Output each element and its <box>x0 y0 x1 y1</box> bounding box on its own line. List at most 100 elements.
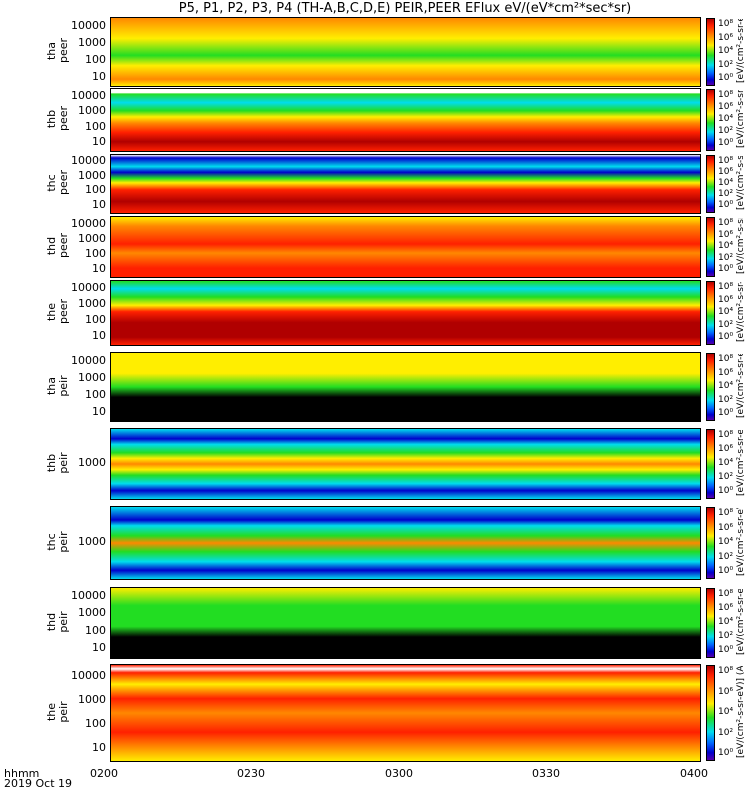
y-tick-label: 10 <box>92 197 106 211</box>
colorbar-tick-label: 10⁶ <box>718 229 734 240</box>
colorbar-tick-label: 10² <box>718 126 734 136</box>
colorbar-tick-label: 10⁰ <box>718 486 734 496</box>
spectrogram-panel <box>110 280 701 346</box>
y-tick-label: 10 <box>92 135 106 149</box>
colorbar-tick-label: 10⁶ <box>718 102 734 112</box>
y-tick-label: 1000 <box>78 535 106 548</box>
colorbar-tick-label: 10⁶ <box>718 686 734 697</box>
y-tick-label: 1000 <box>78 370 106 384</box>
y-tick-label: 1000 <box>78 104 106 118</box>
y-tick-label: 1000 <box>78 606 106 620</box>
colorbar-tick-label: 10² <box>718 727 734 738</box>
colorbar-tick-label: 10⁶ <box>718 294 734 305</box>
colorbar-tick-label: 10² <box>718 394 734 405</box>
spectrogram-panel <box>110 506 701 580</box>
colorbar-tick-label: 10⁶ <box>718 444 734 454</box>
y-tick-label: 100 <box>85 52 106 66</box>
colorbar-tick-label: 10⁶ <box>718 522 734 533</box>
colorbar-tick-label: 10⁰ <box>718 332 734 342</box>
y-tick-label: 10000 <box>71 88 106 102</box>
colorbar-tick-label: 10⁴ <box>718 707 734 717</box>
y-tick-label: 100 <box>85 717 106 730</box>
colorbar-tick-label: 10⁸ <box>718 282 734 292</box>
colorbar-tick-label: 10⁶ <box>718 32 734 43</box>
colorbar-tick-label: 10⁰ <box>718 566 734 576</box>
colorbar-unit-label: [eV/(cm²-s-sr-eV)] (A) <box>736 282 746 342</box>
colorbar-tick-label: 10⁴ <box>718 46 734 56</box>
y-tick-label: 1000 <box>78 231 106 245</box>
spectrogram-panel <box>110 664 701 762</box>
y-tick-label: 10000 <box>71 281 106 294</box>
y-tick-label: 1000 <box>78 693 106 706</box>
colorbar-unit-label: [eV/(cm²-s-sr-eV)] (A) <box>736 666 746 758</box>
colorbar-unit-label: [eV/(cm²-s-sr-eV)] (A) <box>736 90 746 148</box>
colorbar <box>706 507 715 579</box>
colorbar-unit-label: [eV/(cm²-s-sr-eV)] (A) <box>736 508 746 576</box>
y-tick-label: 1000 <box>78 456 106 469</box>
y-tick-label: 10 <box>92 261 106 275</box>
y-tick-label: 1000 <box>78 168 106 182</box>
colorbar-tick-label: 10⁰ <box>718 73 734 83</box>
spectrogram-panel <box>110 428 701 500</box>
colorbar-tick-label: 10⁰ <box>718 748 734 758</box>
y-tick-label: 1000 <box>78 35 106 49</box>
colorbar-unit-label: [eV/(cm²-s-sr-eV)] (A) <box>736 589 746 655</box>
colorbar-tick-label: 10⁴ <box>718 178 734 188</box>
colorbar-tick-label: 10⁴ <box>718 381 734 391</box>
colorbar-tick-label: 10² <box>718 319 734 330</box>
y-tick-label: 10000 <box>71 154 106 168</box>
x-tick-0200: 0200 <box>90 767 118 780</box>
colorbar-tick-label: 10² <box>718 551 734 562</box>
page-title: P5, P1, P2, P3, P4 (TH-A,B,C,D,E) PEIR,P… <box>178 1 632 16</box>
y-tick-label: 10 <box>92 69 106 83</box>
colorbar <box>706 429 715 499</box>
colorbar-tick-label: 10² <box>718 631 734 641</box>
colorbar-tick-label: 10⁰ <box>718 264 734 274</box>
colorbar-tick-label: 10⁸ <box>718 19 734 29</box>
spectrogram-panel <box>110 154 701 214</box>
colorbar-tick-label: 10⁸ <box>718 666 734 676</box>
colorbar <box>706 18 715 86</box>
y-tick-label: 10 <box>92 641 106 655</box>
colorbar-tick-label: 10⁴ <box>718 307 734 317</box>
spectrogram-panel <box>110 216 701 278</box>
y-tick-label: 100 <box>85 623 106 637</box>
colorbar-tick-label: 10⁸ <box>718 589 734 599</box>
x-axis-label-hhmm: hhmm <box>4 767 40 780</box>
colorbar-tick-label: 10² <box>718 189 734 199</box>
y-tick-label: 100 <box>85 387 106 401</box>
y-tick-label: 100 <box>85 313 106 326</box>
colorbar-tick-label: 10⁸ <box>718 218 734 228</box>
colorbar-tick-label: 10⁰ <box>718 408 734 418</box>
spectrogram-panel <box>110 352 701 422</box>
x-tick-0400: 0400 <box>680 767 708 780</box>
colorbar-tick-label: 10² <box>718 252 734 263</box>
x-tick-0230: 0230 <box>237 767 265 780</box>
x-axis-label-date: 2019 Oct 19 <box>4 777 73 790</box>
y-tick-label: 10000 <box>71 18 106 32</box>
y-tick-label: 10 <box>92 329 106 342</box>
colorbar <box>706 281 715 345</box>
spectrogram-panel <box>110 88 701 152</box>
colorbar <box>706 588 715 658</box>
y-tick-label: 10000 <box>71 216 106 230</box>
y-tick-label: 10 <box>92 404 106 418</box>
spectrogram-panel <box>110 17 701 87</box>
colorbar-tick-label: 10⁶ <box>718 367 734 378</box>
colorbar-tick-label: 10⁰ <box>718 200 734 210</box>
colorbar-tick-label: 10⁴ <box>718 617 734 627</box>
colorbar-unit-label: [eV/(cm²-s-sr-eV)] (A) <box>736 156 746 210</box>
y-tick-label: 100 <box>85 119 106 133</box>
colorbar-tick-label: 10² <box>718 472 734 482</box>
x-tick-0330: 0330 <box>532 767 560 780</box>
colorbar-unit-label: [eV/(cm²-s-sr-eV)] (A) <box>736 19 746 83</box>
colorbar-tick-label: 10⁸ <box>718 508 734 518</box>
colorbar-unit-label: [eV/(cm²-s-sr-eV)] (A) <box>736 430 746 496</box>
colorbar-tick-label: 10⁴ <box>718 458 734 468</box>
colorbar-tick-label: 10⁸ <box>718 430 734 440</box>
y-tick-label: 100 <box>85 246 106 260</box>
colorbar-tick-label: 10⁰ <box>718 138 734 148</box>
colorbar <box>706 217 715 277</box>
colorbar-tick-label: 10⁴ <box>718 114 734 124</box>
y-tick-label: 10000 <box>71 353 106 367</box>
